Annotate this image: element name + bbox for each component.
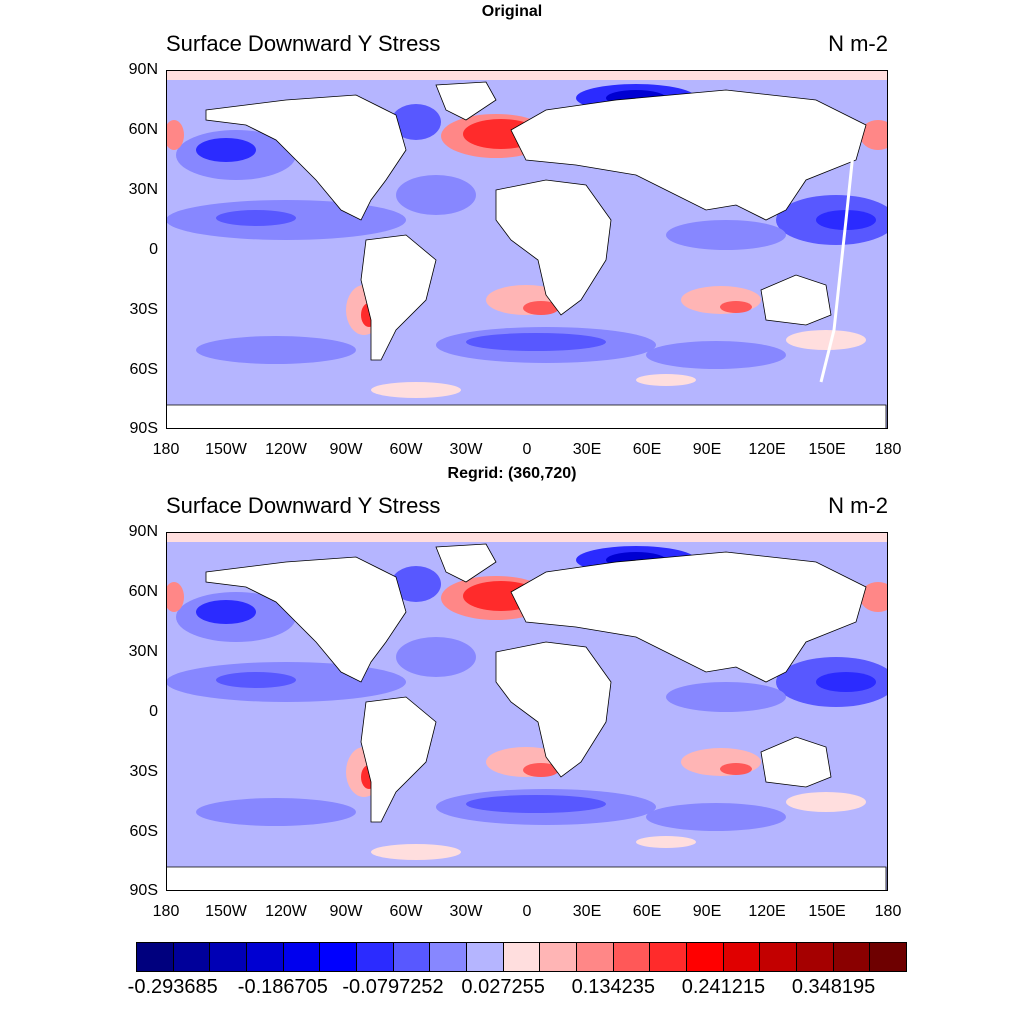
colorbar-swatch bbox=[320, 943, 358, 971]
lon-label: 180 bbox=[874, 441, 902, 458]
colorbar-label: -0.0797252 bbox=[342, 976, 444, 998]
panel-left-title: Surface Downward Y Stress bbox=[166, 31, 441, 56]
lon-label: 120E bbox=[748, 441, 786, 458]
lon-label: 120W bbox=[265, 903, 307, 920]
lon-label: 180 bbox=[152, 441, 180, 458]
lon-label: 30E bbox=[572, 903, 602, 920]
colorbar-label: 0.241215 bbox=[681, 976, 766, 998]
colorbar-label: 0.027255 bbox=[461, 976, 545, 998]
lon-label: 60E bbox=[632, 903, 662, 920]
colorbar-label: 0.134235 bbox=[571, 976, 655, 998]
map-original bbox=[166, 70, 888, 429]
lon-label: 30W bbox=[449, 903, 483, 920]
lat-label: 90S bbox=[129, 420, 158, 437]
lat-label: 30S bbox=[129, 301, 158, 318]
lon-label: 30E bbox=[572, 441, 602, 458]
colorbar-label: -0.293685 bbox=[127, 976, 218, 998]
lon-label: 60W bbox=[389, 441, 423, 458]
lon-label: 150W bbox=[205, 441, 247, 458]
lon-label: 90W bbox=[329, 441, 363, 458]
panel-units: N m-2 bbox=[828, 31, 888, 56]
lon-label: 60E bbox=[632, 441, 662, 458]
lon-label: 0 bbox=[522, 903, 532, 920]
map-frame bbox=[166, 532, 888, 891]
colorbar-swatch bbox=[687, 943, 724, 971]
lon-label: 180 bbox=[874, 903, 902, 920]
panel-header-regrid: Regrid: (360,720) bbox=[447, 465, 577, 482]
colorbar-swatch bbox=[540, 943, 578, 971]
colorbar-swatch bbox=[173, 943, 211, 971]
colorbar-label: -0.186705 bbox=[237, 976, 328, 998]
lon-label: 120W bbox=[265, 441, 307, 458]
lon-label: 60W bbox=[389, 903, 423, 920]
colorbar-swatch bbox=[797, 943, 834, 971]
colorbar-swatch bbox=[833, 943, 871, 971]
colorbar-swatch bbox=[247, 943, 284, 971]
colorbar-swatch bbox=[613, 943, 651, 971]
colorbar-swatch bbox=[137, 943, 174, 971]
lat-label: 30N bbox=[128, 643, 158, 660]
axes-regrid: 90N 60N 30N 0 30S 60S 90S 180 150W 120W … bbox=[129, 523, 902, 920]
colorbar-swatch bbox=[760, 943, 798, 971]
map-frame bbox=[166, 70, 888, 429]
lon-label: 120E bbox=[748, 903, 786, 920]
lat-label: 30S bbox=[129, 763, 158, 780]
lat-label: 90N bbox=[128, 523, 158, 540]
lon-label: 180 bbox=[152, 903, 180, 920]
lon-label: 150E bbox=[808, 903, 846, 920]
lon-label: 90W bbox=[329, 903, 363, 920]
colorbar-swatch bbox=[210, 943, 248, 971]
lat-label: 60S bbox=[129, 823, 158, 840]
lat-label: 90S bbox=[129, 882, 158, 899]
colorbar-swatch bbox=[393, 943, 431, 971]
lon-label: 0 bbox=[522, 441, 532, 458]
colorbar-swatch bbox=[467, 943, 504, 971]
colorbar-swatch bbox=[430, 943, 468, 971]
panel-units: N m-2 bbox=[828, 493, 888, 518]
lat-label: 60S bbox=[129, 361, 158, 378]
colorbar-swatch bbox=[723, 943, 761, 971]
lat-label: 0 bbox=[149, 703, 158, 720]
map-regrid bbox=[166, 532, 888, 891]
lat-label: 90N bbox=[128, 61, 158, 78]
map-field-original bbox=[167, 71, 887, 428]
colorbar-swatch bbox=[577, 943, 614, 971]
lon-label: 150W bbox=[205, 903, 247, 920]
colorbar bbox=[136, 942, 907, 972]
panel-left-title: Surface Downward Y Stress bbox=[166, 493, 441, 518]
colorbar-swatch bbox=[870, 943, 907, 971]
lon-label: 90E bbox=[692, 441, 722, 458]
colorbar-swatch bbox=[503, 943, 541, 971]
colorbar-swatch bbox=[650, 943, 688, 971]
map-field-regrid bbox=[167, 533, 887, 890]
lat-label: 0 bbox=[149, 241, 158, 258]
panel-header-original: Original bbox=[481, 3, 543, 20]
colorbar-swatch bbox=[357, 943, 394, 971]
colorbar-swatch bbox=[283, 943, 321, 971]
lon-label: 90E bbox=[692, 903, 722, 920]
axes-original: 90N 60N 30N 0 30S 60S 90S 180 150W 120W … bbox=[129, 61, 902, 458]
lon-label: 30W bbox=[449, 441, 483, 458]
lat-label: 30N bbox=[128, 181, 158, 198]
colorbar-label: 0.348195 bbox=[791, 976, 876, 998]
lon-label: 150E bbox=[808, 441, 846, 458]
lat-label: 60N bbox=[128, 121, 158, 138]
lat-label: 60N bbox=[128, 583, 158, 600]
